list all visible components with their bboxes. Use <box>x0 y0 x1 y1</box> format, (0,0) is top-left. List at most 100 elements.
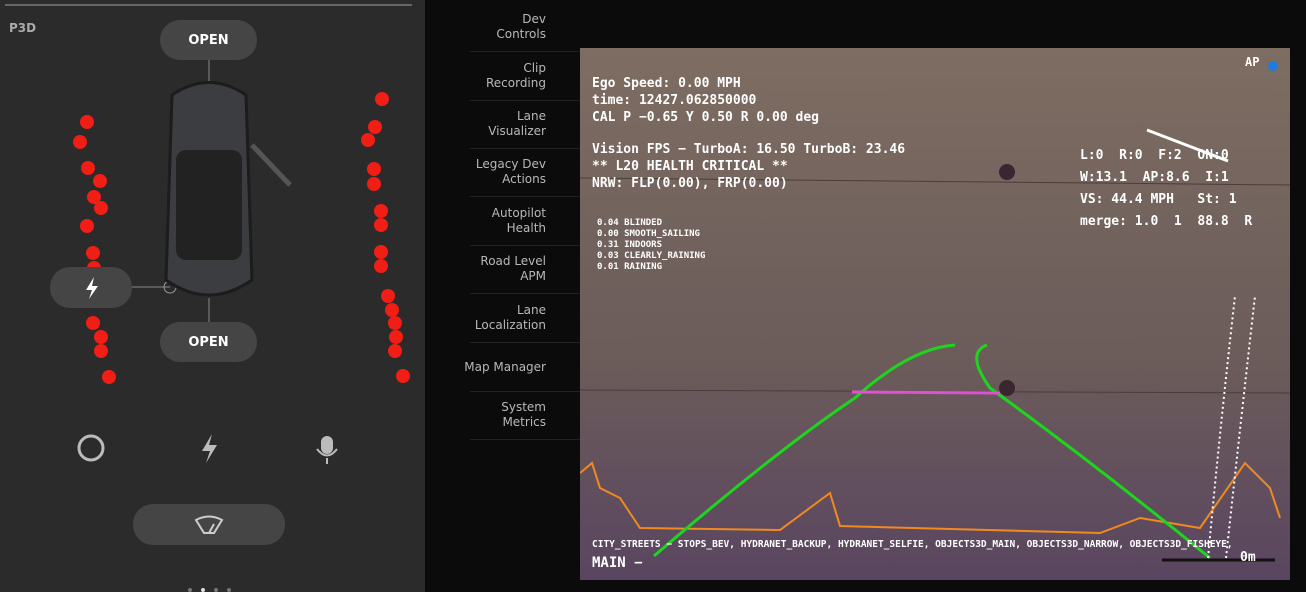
menu-item-text[interactable]: System <box>501 400 546 414</box>
sensor-dot <box>102 370 116 384</box>
sensor-dot <box>94 344 108 358</box>
camera-name: MAIN − <box>592 555 643 571</box>
trail <box>1207 295 1256 559</box>
sensor-dot <box>374 259 388 273</box>
sensor-dot <box>94 330 108 344</box>
menu-item-text[interactable]: APM <box>520 269 546 283</box>
condition-text: 0.01 RAINING <box>597 262 663 272</box>
sensor-dot <box>93 174 107 188</box>
sensor-dot <box>367 177 381 191</box>
sensor-dot <box>381 289 395 303</box>
menu-separator <box>470 51 580 52</box>
sensor-dot <box>367 162 381 176</box>
sensor-dot <box>87 190 101 204</box>
debug-text: Ego Speed: 0.00 MPH <box>592 76 741 91</box>
path-line <box>851 390 1001 395</box>
sensor-dots <box>73 92 410 384</box>
sensor-dot <box>73 135 87 149</box>
menu-item-text[interactable]: Clip <box>523 61 546 75</box>
sensor-dot <box>374 245 388 259</box>
debug-text: ** L20 HEALTH CRITICAL ** <box>592 159 788 174</box>
heading <box>1146 128 1229 163</box>
ap-label: AP <box>1245 55 1260 69</box>
sensor-dot <box>388 316 402 330</box>
menu-item-text[interactable]: Lane <box>516 303 546 317</box>
camera-image <box>580 48 1290 580</box>
menu-separator <box>470 196 580 197</box>
sensor-dot <box>94 201 108 215</box>
condition-text: 0.04 BLINDED <box>597 218 663 228</box>
sensor-dot <box>374 218 388 232</box>
menu-item-text[interactable]: Visualizer <box>488 124 546 138</box>
lane-line <box>975 343 1211 560</box>
camera-icon[interactable] <box>77 434 105 462</box>
top-rule <box>5 4 412 6</box>
menu-item-text[interactable]: Health <box>506 221 546 235</box>
trunk-button[interactable]: OPEN <box>160 322 257 362</box>
condition-text: 0.03 CLEARLY_RAINING <box>597 251 706 261</box>
sensor-dot <box>81 161 95 175</box>
sensor-dot <box>361 133 375 147</box>
bolt-icon[interactable] <box>202 434 217 463</box>
menu-separator <box>470 293 580 294</box>
vehicle-panel: P3D OPEN OPEN <box>0 0 425 592</box>
page-dots <box>188 588 231 592</box>
menu-item-text[interactable]: Recording <box>485 76 546 90</box>
camera-view <box>580 48 1290 580</box>
debug-text: CAL P −0.65 Y 0.50 R 0.00 deg <box>592 110 819 125</box>
sensor-dot <box>389 330 403 344</box>
status-text: L:0 R:0 F:2 ON:0 <box>1080 148 1229 163</box>
sensor-dot <box>388 344 402 358</box>
frunk-button[interactable]: OPEN <box>160 20 257 60</box>
sensor-dot <box>86 316 100 330</box>
ap-indicator <box>1268 61 1278 71</box>
sensor-dot <box>80 219 94 233</box>
condition-text: 0.31 INDOORS <box>597 240 663 250</box>
menu-item-text[interactable]: Controls <box>496 27 546 41</box>
menu-item-text[interactable]: Map Manager <box>464 359 546 374</box>
status-text: VS: 44.4 MPH St: 1 <box>1080 192 1237 207</box>
menu-item-text[interactable]: Autopilot <box>491 206 546 220</box>
condition-text: 0.00 SMOOTH_SAILING <box>597 229 700 239</box>
lane-line <box>653 343 956 558</box>
menu-item-text[interactable]: Localization <box>474 318 546 332</box>
sensor-dot <box>80 115 94 129</box>
menu-separator <box>470 148 580 149</box>
distance-label: 0m <box>1240 550 1256 565</box>
menu-item-text[interactable]: Lane <box>516 109 546 123</box>
wiper-button[interactable] <box>133 504 285 545</box>
menu-item-text[interactable]: Metrics <box>502 415 546 429</box>
mic-stand <box>316 448 338 464</box>
menu-separator <box>470 100 580 101</box>
wiper-icon <box>194 515 224 534</box>
car-roof <box>176 150 242 260</box>
open-door <box>250 143 292 187</box>
charge-icon <box>86 277 98 299</box>
sensor-dot <box>385 303 399 317</box>
debug-text: time: 12427.062850000 <box>592 93 757 108</box>
menu-item-text[interactable]: Actions <box>502 172 546 186</box>
menu-item-text[interactable]: Legacy Dev <box>475 157 546 171</box>
object <box>999 164 1015 180</box>
model-label: P3D <box>9 21 37 35</box>
menu-separator <box>470 439 580 440</box>
menu-separator <box>470 391 580 392</box>
menu-separator <box>470 245 580 246</box>
sensor-dot <box>86 246 100 260</box>
signal-plot <box>580 461 1281 535</box>
object <box>999 380 1015 396</box>
status-text: W:13.1 AP:8.6 I:1 <box>1080 170 1229 185</box>
menu-item-text[interactable]: Dev <box>522 12 546 26</box>
network-list: CITY_STREETS − STOPS_BEV, HYDRANET_BACKU… <box>592 539 1233 550</box>
debug-text: Vision FPS − TurboA: 16.50 TurboB: 23.46 <box>592 142 906 157</box>
vehicle-graphic <box>50 60 410 545</box>
status-text: merge: 1.0 1 88.8 R <box>1080 214 1253 229</box>
debug-text: NRW: FLP(0.00), FRP(0.00) <box>592 176 788 191</box>
menu-separator <box>470 342 580 343</box>
sensor-dot <box>396 369 410 383</box>
sensor-dot <box>374 204 388 218</box>
mic-icon[interactable] <box>321 436 333 454</box>
sensor-dot <box>375 92 389 106</box>
menu-item-text[interactable]: Road Level <box>480 254 546 268</box>
